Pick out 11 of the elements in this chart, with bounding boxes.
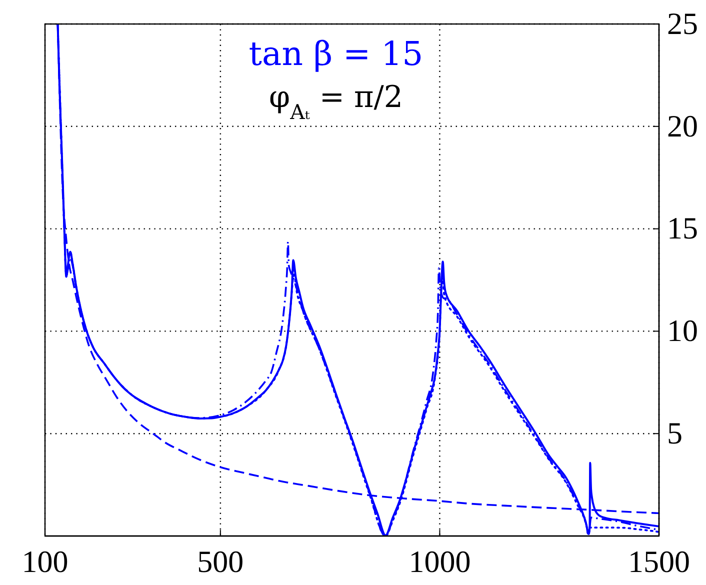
y-tick-label: 15	[667, 210, 698, 246]
x-tick-label: 500	[197, 544, 244, 580]
x-tick-label: 1000	[408, 544, 471, 580]
y-tick-label: 5	[667, 416, 682, 451]
x-tick-label: 1500	[628, 544, 690, 580]
y-tick-label: 25	[667, 6, 698, 41]
x-tick-label: 100	[22, 544, 68, 580]
annotation: φ$_{Aₜ}$ = π/2	[269, 80, 403, 124]
y-tick-label: 10	[667, 313, 698, 348]
annotation: tan β = 15	[248, 34, 424, 73]
y-tick-label: 20	[667, 108, 698, 144]
